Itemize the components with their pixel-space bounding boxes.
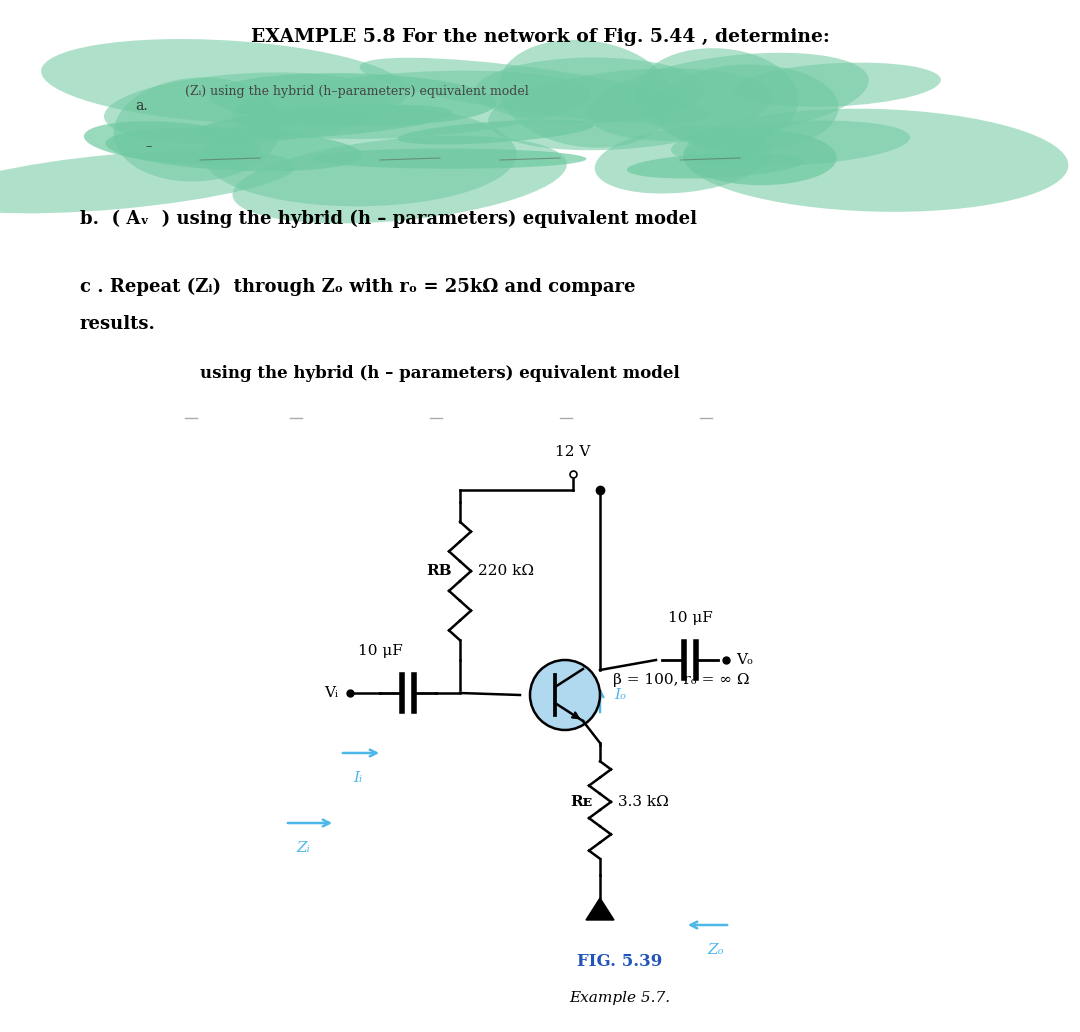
- Text: Zᵢ: Zᵢ: [296, 841, 310, 854]
- Text: –: –: [145, 140, 151, 153]
- Ellipse shape: [595, 126, 771, 194]
- Text: 10 μF: 10 μF: [357, 644, 403, 658]
- Text: FIG. 5.39: FIG. 5.39: [578, 953, 663, 970]
- Ellipse shape: [488, 68, 772, 151]
- Ellipse shape: [210, 73, 497, 126]
- Text: Example 5.7.: Example 5.7.: [569, 991, 671, 1005]
- Text: 220 kΩ: 220 kΩ: [478, 565, 534, 578]
- Text: c . Repeat (Zᵢ)  through Zₒ with rₒ = 25kΩ and compare: c . Repeat (Zᵢ) through Zₒ with rₒ = 25k…: [80, 278, 635, 296]
- Text: Vₒ: Vₒ: [735, 653, 753, 667]
- Text: 12 V: 12 V: [555, 445, 591, 459]
- Text: a.: a.: [135, 99, 148, 112]
- Ellipse shape: [204, 104, 516, 206]
- Ellipse shape: [671, 121, 910, 166]
- Text: results.: results.: [80, 315, 156, 333]
- Circle shape: [530, 660, 600, 730]
- Ellipse shape: [499, 40, 673, 148]
- Text: b.  ( Aᵥ  ) using the hybrid (h – parameters) equivalent model: b. ( Aᵥ ) using the hybrid (h – paramete…: [80, 209, 697, 228]
- Ellipse shape: [0, 150, 296, 214]
- Ellipse shape: [734, 63, 941, 107]
- Text: RB: RB: [427, 565, 453, 578]
- Ellipse shape: [397, 120, 594, 144]
- Ellipse shape: [474, 58, 704, 123]
- Ellipse shape: [360, 58, 708, 123]
- Ellipse shape: [197, 104, 453, 139]
- Ellipse shape: [654, 65, 838, 153]
- Ellipse shape: [311, 149, 586, 169]
- Ellipse shape: [232, 136, 567, 223]
- Text: 3.3 kΩ: 3.3 kΩ: [618, 795, 669, 809]
- Ellipse shape: [683, 108, 1068, 212]
- Ellipse shape: [626, 153, 804, 179]
- Text: Zₒ: Zₒ: [707, 943, 725, 957]
- Text: Iₒ: Iₒ: [615, 688, 626, 702]
- Ellipse shape: [84, 121, 260, 163]
- Ellipse shape: [588, 53, 868, 141]
- Polygon shape: [586, 898, 615, 920]
- Text: β = 100, rₒ = ∞ Ω: β = 100, rₒ = ∞ Ω: [613, 673, 750, 687]
- Text: (Zᵢ) using the hybrid (h–parameters) equivalent model: (Zᵢ) using the hybrid (h–parameters) equ…: [185, 85, 529, 98]
- Ellipse shape: [637, 49, 798, 146]
- Text: Rᴇ: Rᴇ: [570, 795, 592, 809]
- Ellipse shape: [232, 70, 590, 139]
- Text: Vᵢ: Vᵢ: [324, 686, 338, 700]
- Ellipse shape: [113, 77, 282, 182]
- Ellipse shape: [106, 127, 362, 171]
- Text: EXAMPLE 5.8 For the network of Fig. 5.44 , determine:: EXAMPLE 5.8 For the network of Fig. 5.44…: [251, 28, 829, 46]
- Ellipse shape: [41, 39, 408, 124]
- Text: 10 μF: 10 μF: [667, 611, 713, 625]
- Ellipse shape: [684, 129, 837, 185]
- Text: using the hybrid (h – parameters) equivalent model: using the hybrid (h – parameters) equiva…: [200, 365, 679, 382]
- Text: Iᵢ: Iᵢ: [353, 771, 363, 785]
- Ellipse shape: [104, 72, 390, 144]
